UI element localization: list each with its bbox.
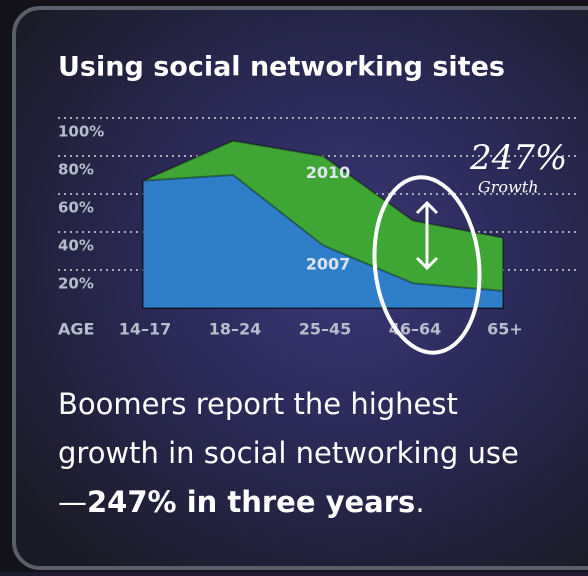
y-tick-label: 80% [58,161,94,179]
y-tick-label: 20% [58,275,94,293]
caption-emphasis: 247% in three years [87,485,416,519]
y-tick-label: 40% [58,237,94,255]
y-tick-label: 60% [58,199,94,217]
caption-text: Boomers report the highest growth in soc… [58,387,519,519]
caption-end: . [415,485,425,519]
y-tick-label: 100% [58,123,104,141]
highlight-circle [372,175,482,355]
annotation-value: 247% [469,138,567,178]
double-arrow [415,200,439,271]
annotation-note: Growth [478,178,539,197]
x-axis-label: AGE [58,320,94,339]
series-label: 2007 [306,255,351,274]
x-tick-label: 18–24 [209,320,262,339]
series-label: 2010 [306,163,351,182]
x-tick-label: 25–45 [299,320,352,339]
x-tick-label: 14–17 [119,320,172,339]
chart-title: Using social networking sites [58,52,505,83]
x-tick-label: 65+ [487,320,523,339]
caption: Boomers report the highest growth in soc… [58,380,538,527]
area [142,173,504,309]
